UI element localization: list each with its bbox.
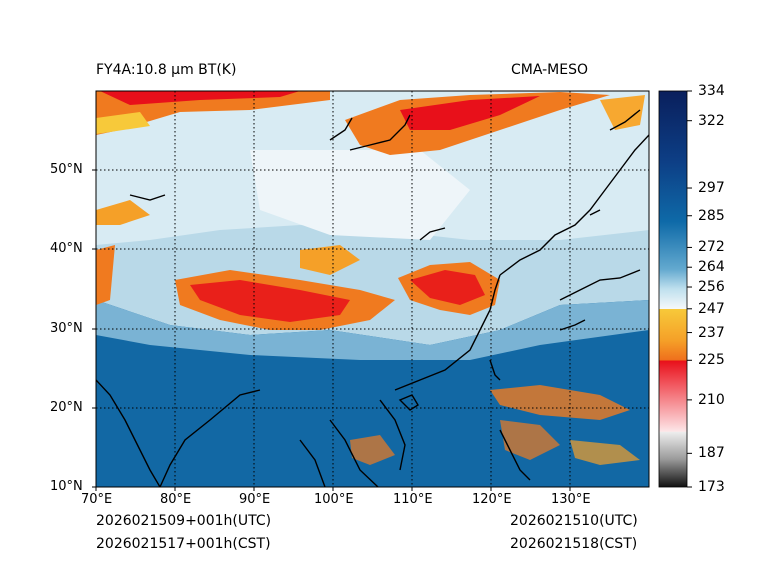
colorbar-label-322: 322	[698, 112, 725, 129]
map-frame	[95, 90, 650, 488]
init-time-utc: 2026021509+001h(UTC)	[96, 513, 272, 529]
lon-label-130: 130°E	[551, 492, 591, 507]
valid-time-cst: 2026021518(CST)	[510, 536, 638, 552]
lon-label-90: 90°E	[239, 492, 271, 507]
colorbar-label-285: 285	[698, 207, 725, 224]
valid-time-utc: 2026021510(UTC)	[510, 513, 638, 529]
lon-label-100: 100°E	[314, 492, 354, 507]
colorbar-label-264: 264	[698, 259, 725, 276]
graticule	[96, 91, 649, 487]
colorbar-label-187: 187	[698, 445, 725, 462]
colorbar-label-237: 237	[698, 324, 725, 341]
colorbar-label-272: 272	[698, 239, 725, 256]
colorbar-label-334: 334	[698, 83, 725, 99]
lon-label-110: 110°E	[393, 492, 433, 507]
lon-label-120: 120°E	[472, 492, 512, 507]
colorbar-ramp	[658, 90, 688, 488]
lat-label-10: 10°N	[50, 479, 83, 494]
colorbar-label-210: 210	[698, 391, 725, 408]
coastlines	[96, 109, 649, 487]
lat-label-50: 50°N	[50, 162, 83, 177]
lat-label-20: 20°N	[50, 400, 83, 415]
lon-label-70: 70°E	[81, 492, 113, 507]
colorbar-ticks	[687, 90, 692, 488]
model-label: CMA-MESO	[511, 62, 589, 78]
satellite-image	[96, 91, 649, 487]
map-title: FY4A:10.8 µm BT(K)	[96, 62, 237, 78]
colorbar-label-225: 225	[698, 352, 725, 369]
axis-ticks	[92, 169, 571, 491]
colorbar-label-297: 297	[698, 180, 725, 197]
colorbar-label-173: 173	[698, 479, 725, 495]
colorbar-label-247: 247	[698, 300, 725, 317]
colorbar-label-256: 256	[698, 279, 725, 296]
lon-label-80: 80°E	[160, 492, 192, 507]
lat-label-40: 40°N	[50, 241, 83, 256]
init-time-cst: 2026021517+001h(CST)	[96, 536, 271, 552]
lat-label-30: 30°N	[50, 321, 83, 336]
